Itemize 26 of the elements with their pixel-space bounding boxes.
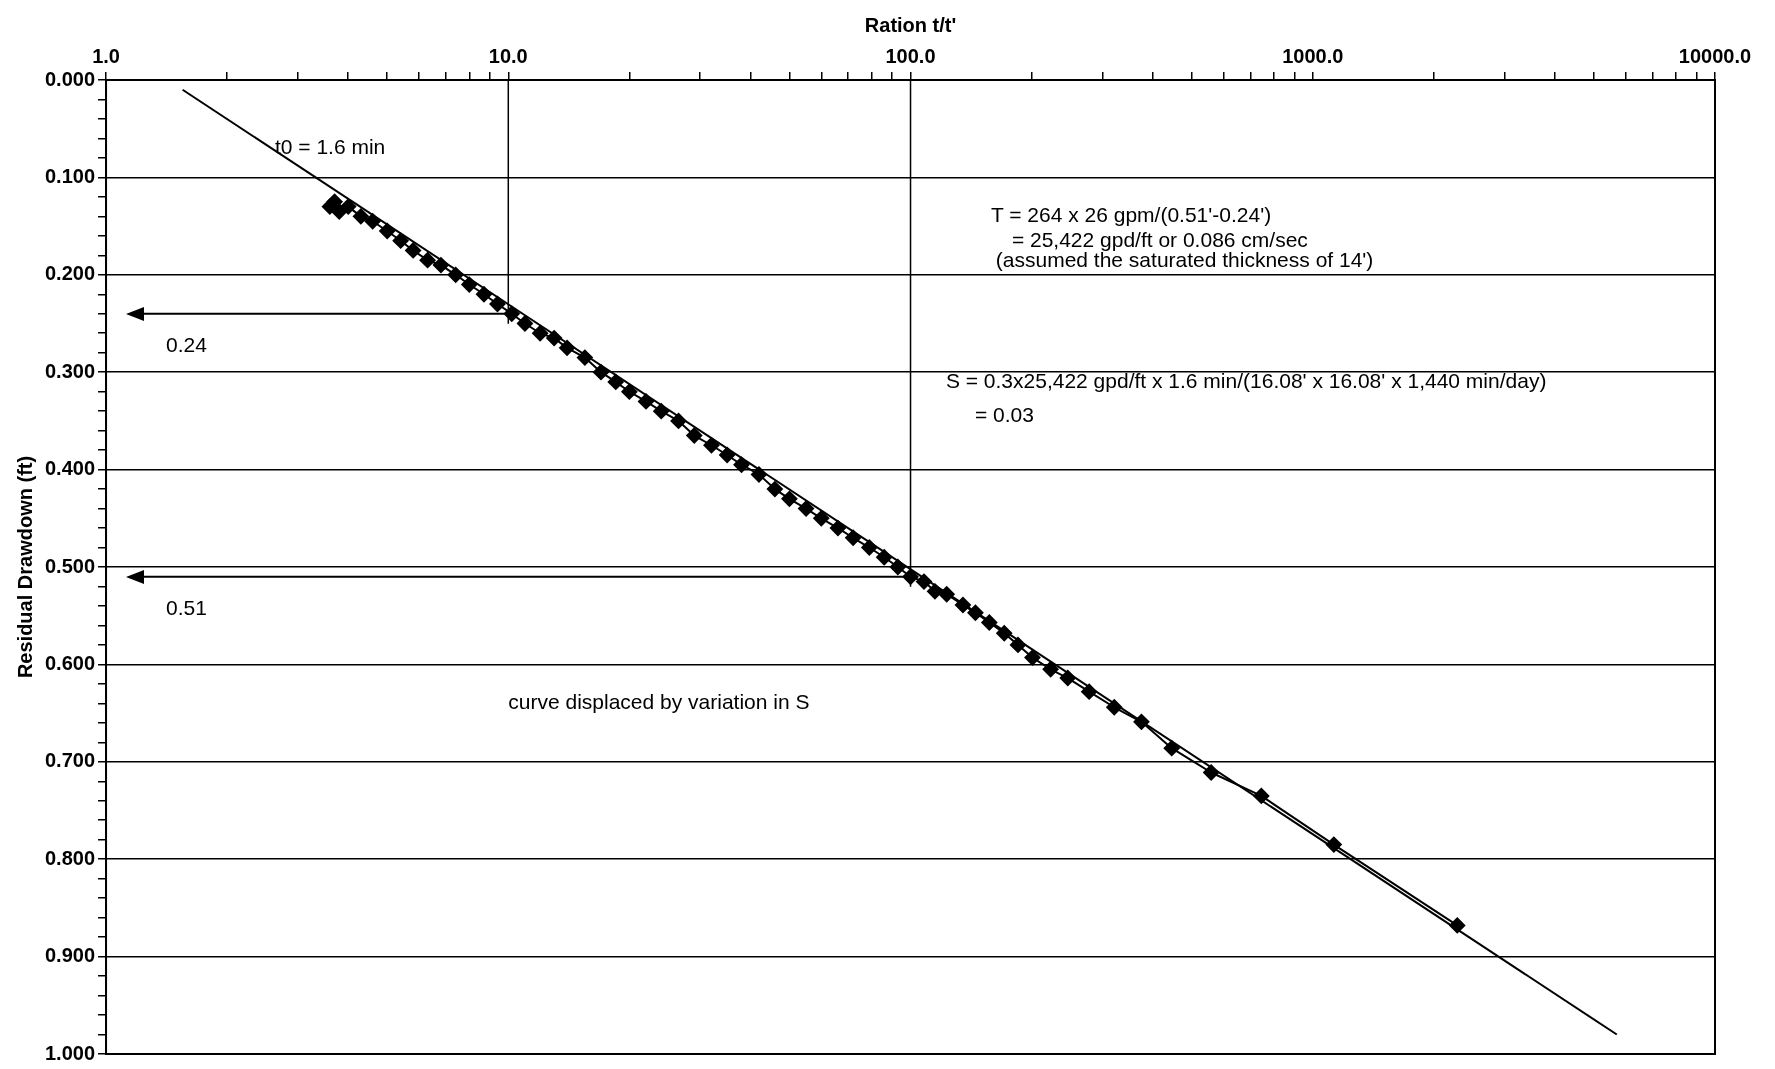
ref-line-label: 0.51 — [166, 595, 207, 619]
ref-line-label: 0.24 — [166, 332, 208, 356]
y-axis-title: Residual Drawdown (ft) — [13, 455, 36, 679]
y-tick-label: 0.300 — [44, 359, 96, 382]
x-axis-title: Ration t/t' — [864, 13, 957, 36]
annotation: S = 0.3x25,422 gpd/ft x 1.6 min/(16.08' x 16.08' x 1,440 min/day) — [945, 368, 1547, 392]
annotation: t0 = 1.6 min — [274, 134, 386, 158]
x-tick-label: 1.0 — [92, 44, 120, 67]
x-tick-label: 100.0 — [885, 44, 936, 67]
y-tick-label: 1.000 — [44, 1041, 96, 1064]
x-tick-label: 10000.0 — [1678, 44, 1752, 67]
y-tick-label: 0.800 — [44, 846, 96, 869]
x-tick-label: 1000.0 — [1282, 44, 1344, 67]
y-tick-label: 0.200 — [44, 262, 96, 285]
y-tick-label: 0.000 — [44, 67, 96, 90]
y-tick-label: 0.900 — [44, 944, 96, 967]
annotation: = 0.03 — [974, 402, 1034, 426]
x-tick-label: 10.0 — [488, 44, 528, 67]
y-tick-label: 0.100 — [44, 164, 96, 187]
y-tick-label: 0.400 — [44, 457, 96, 480]
y-tick-label: 0.600 — [44, 651, 96, 674]
annotation: T = 264 x 26 gpm/(0.51'-0.24') — [990, 203, 1272, 227]
annotation: curve displaced by variation in S — [508, 690, 810, 714]
annotation: = 25,422 gpd/ft or 0.086 cm/sec — [1011, 228, 1308, 252]
y-tick-label: 0.500 — [44, 554, 96, 577]
y-tick-label: 0.700 — [44, 749, 96, 772]
